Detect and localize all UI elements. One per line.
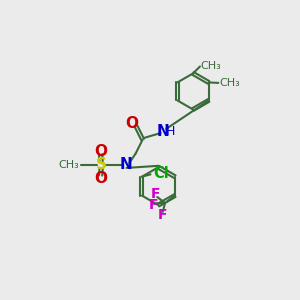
Text: O: O [94, 144, 107, 159]
Text: CH₃: CH₃ [58, 160, 80, 170]
Text: N: N [120, 158, 133, 172]
Text: H: H [166, 125, 175, 138]
Text: CH₃: CH₃ [219, 78, 240, 88]
Text: F: F [148, 198, 158, 212]
Text: Cl: Cl [154, 166, 169, 181]
Text: O: O [125, 116, 138, 131]
Text: CH₃: CH₃ [201, 61, 222, 71]
Text: S: S [96, 158, 106, 172]
Text: O: O [94, 171, 107, 186]
Text: F: F [151, 187, 160, 201]
Text: F: F [158, 208, 167, 222]
Text: N: N [157, 124, 170, 139]
